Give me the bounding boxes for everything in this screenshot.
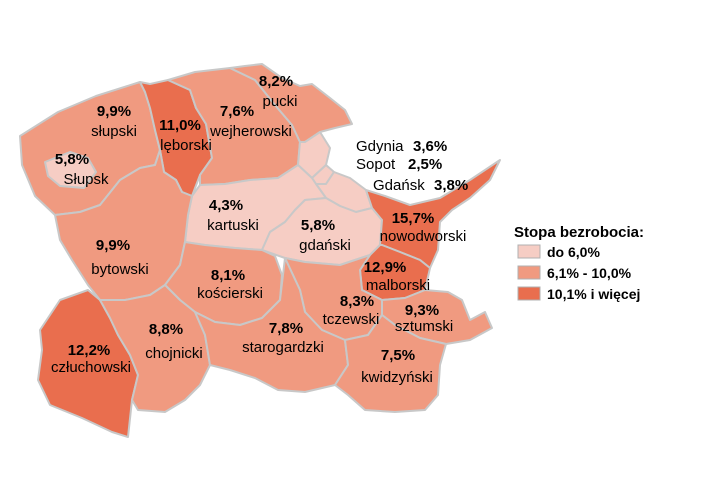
region-name-gdynia: Gdynia	[356, 138, 404, 155]
labels-layer: słupski 9,9% Słupsk 5,8% lęborski 11,0% wejher…	[51, 73, 468, 386]
region-slupsk[interactable]	[44, 151, 97, 189]
region-bytowski[interactable]	[54, 149, 193, 301]
region-pucki[interactable]	[229, 63, 353, 143]
region-value-starogardzki: 7,8%	[269, 320, 303, 337]
region-value-slupski: 9,9%	[97, 103, 131, 120]
region-value-pucki: 8,2%	[259, 73, 293, 90]
region-name-starogardzki: starogardzki	[242, 339, 324, 356]
region-name-pucki: pucki	[262, 93, 297, 110]
region-value-sopot: 2,5%	[408, 156, 442, 173]
region-value-gdynia: 3,6%	[413, 138, 447, 155]
region-value-gdanski: 5,8%	[301, 217, 335, 234]
region-value-malborski: 12,9%	[364, 259, 407, 276]
region-name-chojnicki: chojnicki	[145, 345, 203, 362]
legend-swatch-mid	[517, 265, 541, 280]
region-name-slupsk: Słupsk	[63, 171, 109, 188]
region-name-bytowski: bytowski	[91, 261, 149, 278]
region-name-kwidzynski: kwidzyński	[361, 369, 433, 386]
region-value-tczewski: 8,3%	[340, 293, 374, 310]
region-name-kartuski: kartuski	[207, 217, 259, 234]
legend-swatch-low	[517, 244, 541, 259]
region-name-sztumski: sztumski	[395, 318, 453, 335]
region-name-malborski: malborski	[366, 277, 430, 294]
region-name-gdanski: gdański	[299, 237, 351, 254]
legend-label-mid: 6,1% - 10,0%	[547, 265, 632, 281]
legend-title: Stopa bezrobocia:	[514, 224, 644, 241]
region-name-wejherowski: wejherowski	[209, 123, 292, 140]
region-value-chojnicki: 8,8%	[149, 321, 183, 338]
region-value-slupsk: 5,8%	[55, 151, 89, 168]
region-name-leborski: lęborski	[160, 137, 212, 154]
region-name-tczewski: tczewski	[323, 311, 380, 328]
region-value-nowodworski: 15,7%	[392, 210, 435, 227]
legend: Stopa bezrobocia: do 6,0% 6,1% - 10,0% 1…	[514, 224, 644, 302]
region-value-bytowski: 9,9%	[96, 237, 130, 254]
region-value-leborski: 11,0%	[159, 117, 201, 134]
region-value-sztumski: 9,3%	[405, 302, 439, 319]
legend-label-low: do 6,0%	[547, 244, 600, 260]
region-value-kwidzynski: 7,5%	[381, 347, 415, 364]
region-value-kartuski: 4,3%	[209, 197, 243, 214]
region-name-slupski: słupski	[91, 123, 137, 140]
legend-label-high: 10,1% i więcej	[547, 286, 640, 302]
legend-swatch-high	[517, 286, 541, 301]
region-name-czluchowski: człuchowski	[51, 359, 131, 376]
region-value-czluchowski: 12,2%	[68, 342, 111, 359]
region-name-nowodworski: nowodworski	[380, 228, 467, 245]
regions-layer	[19, 63, 501, 438]
region-chojnicki[interactable]	[99, 284, 211, 413]
region-value-wejherowski: 7,6%	[220, 103, 254, 120]
region-name-gdansk: Gdańsk	[373, 177, 425, 194]
region-value-gdansk: 3,8%	[434, 177, 468, 194]
region-name-koscierski: kościerski	[197, 285, 263, 302]
region-name-sopot: Sopot	[356, 156, 396, 173]
region-kwidzynski[interactable]	[334, 314, 447, 413]
region-value-koscierski: 8,1%	[211, 267, 245, 284]
